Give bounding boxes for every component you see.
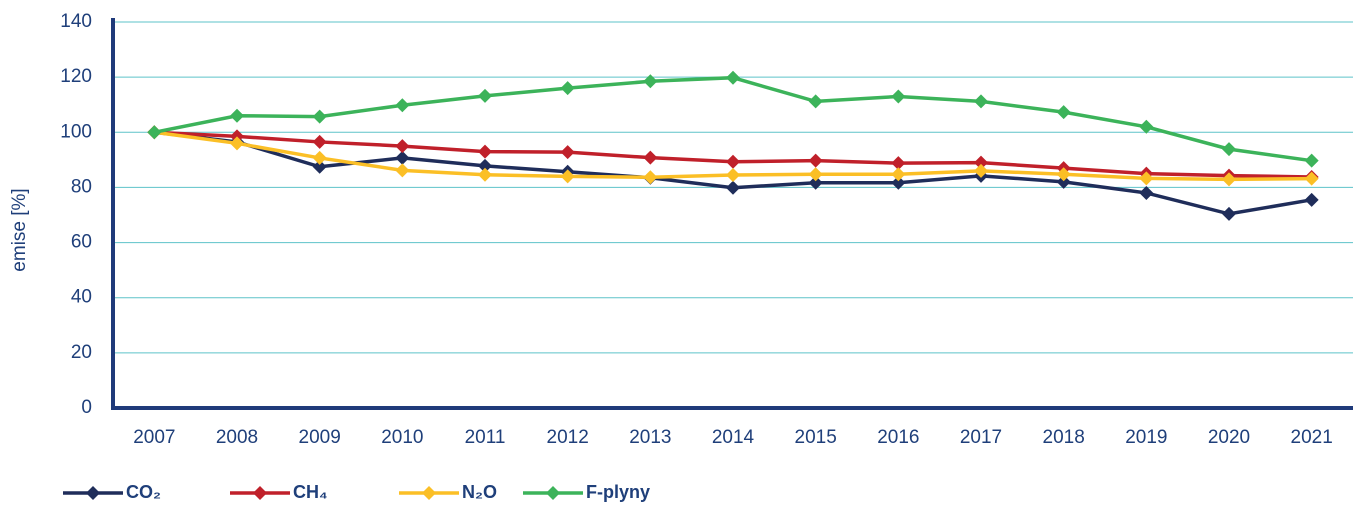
marker — [1056, 105, 1071, 120]
marker — [478, 158, 492, 173]
marker — [478, 144, 492, 159]
marker — [395, 98, 410, 113]
x-tick-label: 2016 — [877, 427, 919, 448]
marker — [726, 154, 740, 169]
marker — [230, 136, 244, 151]
marker — [478, 167, 492, 182]
marker — [395, 163, 410, 178]
x-tick-label: 2011 — [465, 427, 506, 448]
x-tick-label: 2013 — [629, 427, 671, 448]
legend-label: F-plyny — [586, 482, 650, 502]
x-tick-label: 2014 — [712, 427, 755, 448]
legend-label: N₂O — [462, 482, 497, 502]
x-tick-label: 2021 — [1291, 427, 1333, 448]
x-tick-label: 2010 — [381, 427, 423, 448]
marker — [1222, 206, 1236, 221]
marker — [808, 94, 823, 109]
x-tick-label: 2019 — [1125, 427, 1167, 448]
y-tick-label: 60 — [71, 232, 92, 253]
marker — [312, 150, 327, 165]
x-tick-label: 2020 — [1208, 427, 1250, 448]
marker — [478, 88, 492, 103]
x-tick-label: 2015 — [795, 427, 837, 448]
x-tick-label: 2009 — [299, 427, 341, 448]
y-tick-label: 80 — [71, 176, 92, 197]
marker — [1304, 192, 1319, 207]
marker — [1139, 185, 1154, 200]
series-line — [153, 75, 1312, 163]
marker — [891, 167, 906, 182]
marker — [643, 170, 658, 185]
marker — [974, 94, 988, 109]
marker — [1056, 167, 1071, 182]
x-tick-label: 2008 — [216, 427, 258, 448]
marker — [1139, 171, 1154, 186]
y-tick-label: 0 — [81, 397, 92, 418]
marker — [560, 81, 575, 96]
legend-marker — [422, 486, 436, 500]
y-axis-label: emise [%] — [9, 188, 30, 271]
marker — [726, 180, 740, 195]
marker — [1056, 174, 1071, 189]
x-tick-label: 2012 — [547, 427, 589, 448]
marker — [726, 70, 740, 85]
marker — [891, 89, 906, 104]
x-tick-label: 2007 — [133, 427, 175, 448]
y-tick-label: 100 — [60, 121, 92, 142]
y-tick-label: 120 — [60, 66, 92, 87]
marker — [974, 155, 988, 170]
marker — [312, 159, 327, 174]
legend-label: CH₄ — [293, 482, 328, 502]
marker — [560, 169, 575, 184]
marker — [560, 145, 575, 160]
marker — [312, 109, 327, 124]
marker — [147, 125, 162, 140]
marker — [726, 168, 740, 183]
marker — [643, 74, 658, 89]
legend-marker — [86, 486, 100, 500]
marker — [974, 163, 988, 178]
y-tick-label: 20 — [71, 342, 92, 363]
legend-label: CO₂ — [126, 482, 161, 502]
marker — [1304, 153, 1319, 168]
marker — [230, 108, 244, 123]
y-tick-label: 140 — [60, 11, 92, 32]
marker — [395, 139, 410, 154]
x-tick-label: 2017 — [960, 427, 1002, 448]
marker — [312, 134, 327, 149]
marker — [808, 175, 823, 190]
marker — [808, 153, 823, 168]
marker — [643, 150, 658, 165]
y-tick-label: 40 — [71, 287, 92, 308]
marker — [1304, 171, 1319, 186]
legend-marker — [253, 486, 267, 500]
legend-marker — [546, 486, 560, 500]
marker — [891, 175, 906, 190]
marker — [1139, 119, 1154, 134]
marker — [891, 156, 906, 171]
marker — [395, 150, 410, 165]
x-tick-label: 2018 — [1043, 427, 1085, 448]
marker — [1222, 142, 1236, 157]
marker — [1222, 172, 1236, 187]
marker — [808, 167, 823, 182]
